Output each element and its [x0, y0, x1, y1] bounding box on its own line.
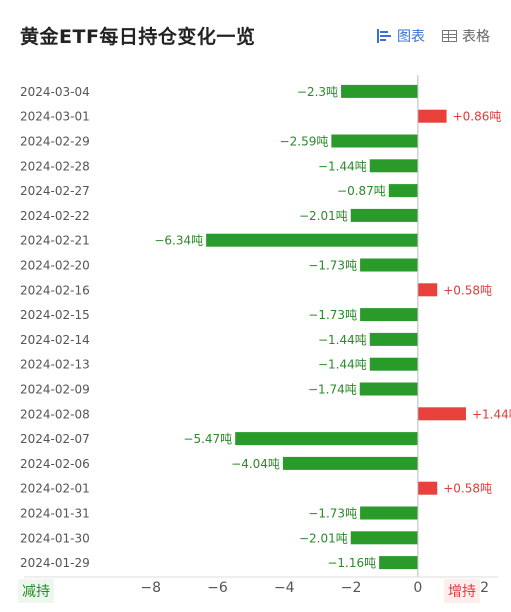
category-label: 2024-02-01 — [20, 482, 90, 496]
data-label: −1.44吨 — [318, 358, 367, 372]
category-label: 2024-02-21 — [20, 234, 90, 248]
category-label: 2024-02-29 — [20, 135, 90, 149]
bar — [282, 456, 418, 470]
x-tick-label: 0 — [413, 580, 422, 596]
x-tick-label: −4 — [274, 580, 295, 596]
bar — [360, 258, 418, 272]
data-label: −2.3吨 — [297, 85, 338, 99]
data-label: +0.58吨 — [443, 283, 492, 297]
bar — [417, 109, 447, 123]
bar — [206, 233, 418, 247]
bar — [235, 432, 418, 446]
category-label: 2024-01-30 — [20, 531, 90, 545]
data-label: −1.44吨 — [318, 333, 367, 347]
category-label: 2024-02-20 — [20, 259, 90, 273]
bar — [369, 357, 418, 371]
table-tab-label: 表格 — [462, 29, 490, 45]
x-tick-label: −6 — [207, 580, 228, 596]
data-label: −1.73吨 — [308, 507, 357, 521]
data-label: −6.34吨 — [154, 234, 203, 248]
category-label: 2024-02-28 — [20, 159, 90, 173]
category-label: 2024-02-13 — [20, 358, 90, 372]
category-label: 2024-02-07 — [20, 432, 90, 446]
data-label: −2.01吨 — [299, 531, 348, 545]
bar — [379, 556, 418, 570]
category-label: 2024-02-15 — [20, 308, 90, 322]
page-title: 黄金ETF每日持仓变化一览 — [20, 26, 256, 48]
category-label: 2024-02-22 — [20, 209, 90, 223]
category-label: 2024-02-27 — [20, 184, 90, 198]
category-label: 2024-03-01 — [20, 110, 90, 124]
bar — [331, 134, 418, 148]
category-label: 2024-01-31 — [20, 507, 90, 521]
decrease-legend-label: 减持 — [18, 579, 54, 603]
data-label: −0.87吨 — [337, 184, 386, 198]
data-label: +1.44吨 — [472, 407, 511, 421]
data-label: −2.01吨 — [299, 209, 348, 223]
bar — [341, 84, 418, 98]
table-view-tab[interactable]: 表格 — [442, 26, 490, 46]
chart-view-tab[interactable]: 图表 — [377, 26, 425, 46]
data-label: −1.73吨 — [308, 308, 357, 322]
bar — [360, 308, 418, 322]
data-label: −1.73吨 — [308, 259, 357, 273]
category-label: 2024-02-08 — [20, 407, 90, 421]
bar-chart-icon — [377, 29, 392, 43]
bar — [369, 159, 418, 173]
data-label: −4.04吨 — [231, 457, 280, 471]
x-tick-label: −2 — [341, 580, 362, 596]
bar — [359, 382, 418, 396]
category-label: 2024-02-09 — [20, 383, 90, 397]
bar — [388, 184, 418, 198]
x-tick-label: −8 — [140, 580, 161, 596]
chart-header: 黄金ETF每日持仓变化一览 图表 表格 — [0, 0, 511, 70]
data-label: −2.59吨 — [280, 135, 329, 149]
bar — [369, 332, 418, 346]
data-label: +0.58吨 — [443, 482, 492, 496]
data-label: −1.74吨 — [308, 383, 357, 397]
category-label: 2024-02-16 — [20, 283, 90, 297]
bar — [417, 481, 438, 495]
table-icon — [442, 30, 457, 42]
bar — [360, 506, 418, 520]
category-label: 2024-03-04 — [20, 85, 90, 99]
bar — [417, 283, 438, 297]
bar — [350, 531, 418, 545]
chart-tab-label: 图表 — [397, 29, 425, 45]
data-label: −1.16吨 — [327, 556, 376, 570]
data-label: −1.44吨 — [318, 159, 367, 173]
category-label: 2024-02-06 — [20, 457, 90, 471]
data-label: −5.47吨 — [183, 432, 232, 446]
category-label: 2024-01-29 — [20, 556, 90, 570]
bar — [350, 208, 418, 222]
category-label: 2024-02-14 — [20, 333, 90, 347]
bar — [417, 407, 466, 421]
x-tick-label: 2 — [480, 580, 489, 596]
data-label: +0.86吨 — [453, 110, 502, 124]
increase-legend-label: 增持 — [444, 579, 480, 603]
